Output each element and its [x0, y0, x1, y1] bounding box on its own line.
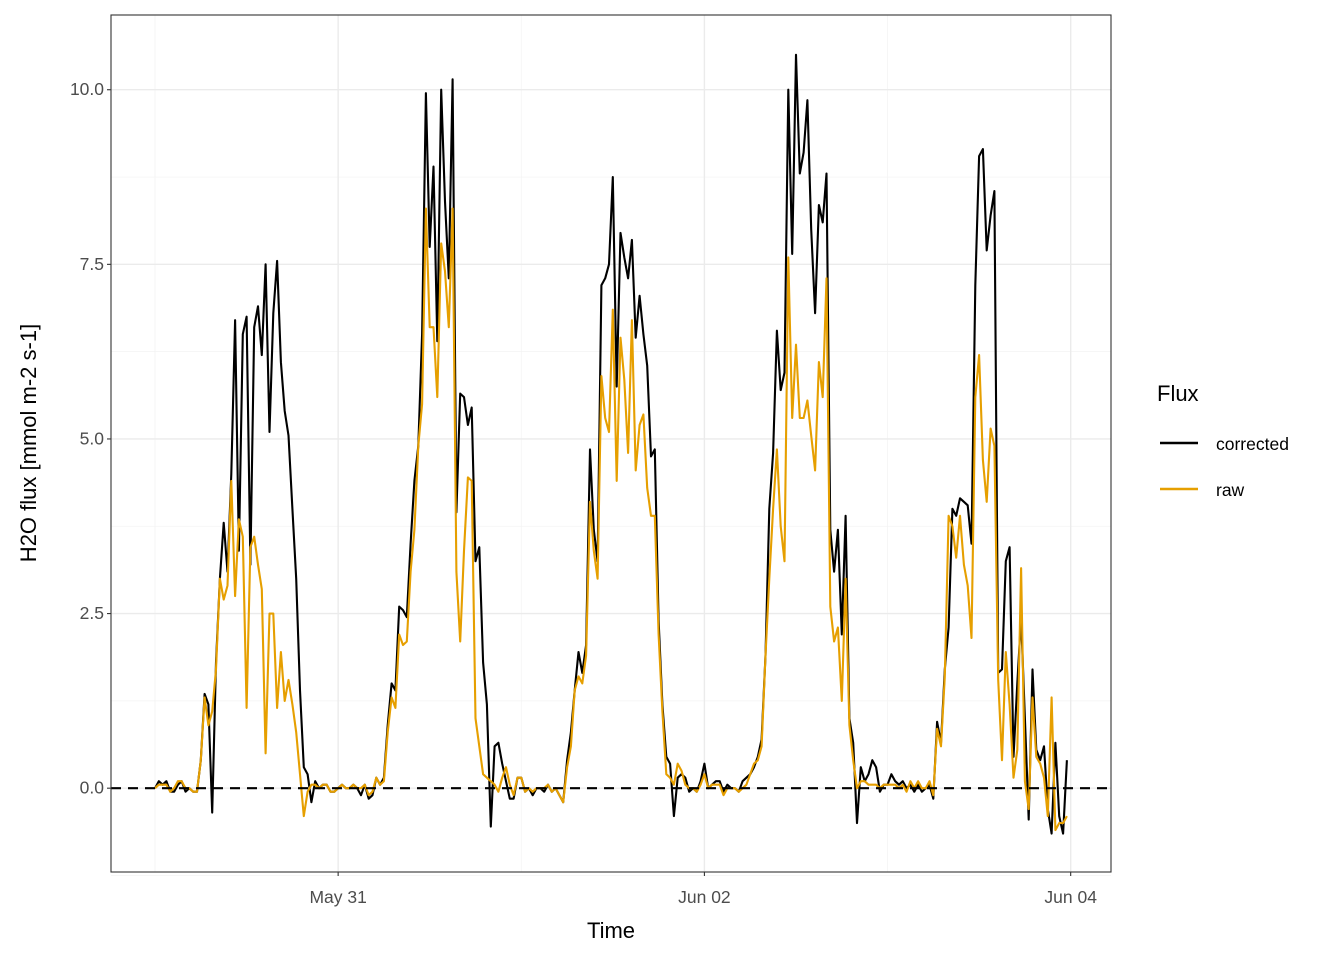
x-axis-title: Time	[587, 918, 635, 943]
y-axis-title: H2O flux [mmol m-2 s-1]	[16, 324, 41, 562]
legend-title: Flux	[1157, 381, 1199, 406]
series-lines	[111, 53, 1111, 835]
legend: Flux corrected raw	[1157, 381, 1289, 500]
y-tick-label: 2.5	[80, 603, 104, 623]
y-tick-label: 5.0	[80, 428, 105, 448]
legend-item-corrected: corrected	[1160, 434, 1289, 454]
axes: 0.0 2.5 5.0 7.5 10.0 May 31 Jun 02 Jun 04	[70, 79, 1097, 907]
legend-label: corrected	[1216, 434, 1289, 454]
legend-label: raw	[1216, 480, 1245, 500]
legend-item-raw: raw	[1160, 480, 1245, 500]
x-tick-label: May 31	[309, 887, 366, 907]
x-tick-label: Jun 02	[678, 887, 731, 907]
y-tick-label: 0.0	[80, 778, 105, 798]
y-tick-label: 7.5	[80, 254, 104, 274]
series-line-raw	[154, 207, 1068, 832]
y-tick-label: 10.0	[70, 79, 104, 99]
x-tick-label: Jun 04	[1044, 887, 1097, 907]
plot-panel-border	[110, 14, 1112, 873]
series-line-corrected	[154, 53, 1068, 835]
